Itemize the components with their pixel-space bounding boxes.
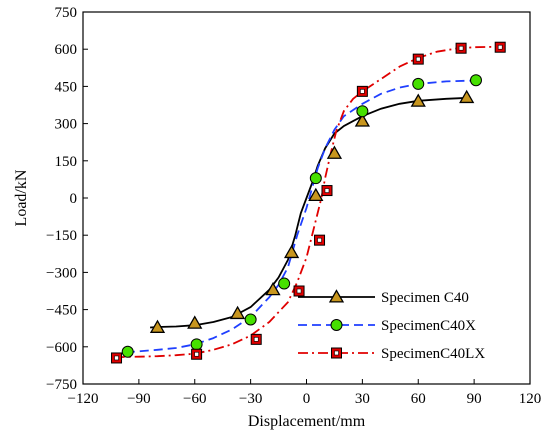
x-tick-label-8: 120 bbox=[519, 391, 542, 407]
data-point-s2-2-inner bbox=[253, 337, 259, 342]
plot-area bbox=[111, 41, 506, 364]
data-point-s0-1 bbox=[187, 315, 203, 329]
y-tick-label-0: −750 bbox=[46, 377, 77, 393]
data-point-s1-2 bbox=[244, 313, 257, 326]
legend-marker-1 bbox=[330, 319, 343, 331]
data-point-s2-8 bbox=[455, 42, 467, 54]
data-point-s2-3-inner bbox=[296, 288, 302, 294]
data-point-s2-7 bbox=[412, 53, 424, 65]
y-tick-label-1: −600 bbox=[46, 340, 77, 356]
y-tick-label-8: 450 bbox=[55, 79, 78, 95]
legend-label-1: SpecimenC40X bbox=[381, 318, 476, 334]
legend: Specimen C40 SpecimenC40X SpecimenC40LX bbox=[298, 289, 485, 362]
y-tick-label-9: 600 bbox=[55, 42, 78, 58]
x-tick-label-3: −30 bbox=[239, 391, 262, 407]
y-tick-label-2: −450 bbox=[46, 303, 77, 319]
y-tick-label-10: 750 bbox=[55, 5, 78, 21]
series-line-0 bbox=[150, 96, 469, 329]
y-tick-label-6: 150 bbox=[55, 154, 78, 170]
legend-marker-2-inner bbox=[334, 350, 339, 356]
data-point-s1-5 bbox=[356, 105, 369, 118]
data-point-s2-4-inner bbox=[317, 237, 322, 243]
axes: −120 −90 −60 −30 0 30 60 90 120−750−600−450−300−… bbox=[13, 5, 541, 430]
data-point-s1-0 bbox=[121, 345, 134, 358]
data-point-s2-6-inner bbox=[360, 89, 365, 94]
data-point-s0-3 bbox=[265, 281, 281, 296]
data-point-s2-0 bbox=[111, 352, 123, 364]
series-line-2 bbox=[114, 45, 503, 359]
series-line-1 bbox=[125, 79, 478, 354]
data-point-s2-5-inner bbox=[324, 188, 330, 193]
data-point-s2-1 bbox=[191, 348, 203, 360]
data-point-s0-0 bbox=[149, 319, 166, 333]
data-point-s0-6 bbox=[326, 145, 343, 159]
data-point-s0-9 bbox=[459, 89, 475, 104]
x-tick-label-7: 90 bbox=[467, 391, 482, 407]
data-point-s2-3 bbox=[293, 285, 305, 297]
data-point-s2-1-inner bbox=[194, 351, 199, 357]
y-tick-label-7: 300 bbox=[55, 117, 78, 133]
data-point-s0-4 bbox=[283, 244, 300, 259]
data-point-s0-5 bbox=[308, 187, 324, 202]
x-tick-label-5: 30 bbox=[355, 391, 370, 407]
data-point-s1-1 bbox=[190, 338, 203, 351]
data-point-s2-0-inner bbox=[114, 355, 119, 361]
data-point-s2-9-inner bbox=[497, 44, 503, 50]
x-tick-label-4: 0 bbox=[303, 391, 311, 407]
data-point-s2-7-inner bbox=[415, 56, 421, 62]
data-point-s0-7 bbox=[354, 113, 370, 127]
data-point-s1-7 bbox=[469, 74, 482, 87]
x-tick-label-2: −60 bbox=[183, 391, 206, 407]
data-point-s2-4 bbox=[314, 234, 326, 246]
y-tick-label-5: 0 bbox=[70, 191, 78, 207]
y-axis-label: Load/kN bbox=[13, 169, 30, 226]
legend-label-2: SpecimenC40LX bbox=[381, 346, 485, 362]
y-tick-label-4: −150 bbox=[46, 228, 77, 244]
data-point-s1-4 bbox=[309, 172, 322, 185]
x-tick-label-6: 60 bbox=[411, 391, 426, 407]
x-tick-label-1: −90 bbox=[127, 391, 150, 407]
y-tick-label-3: −300 bbox=[46, 265, 77, 281]
data-point-s0-8 bbox=[410, 93, 426, 107]
data-point-s1-3 bbox=[278, 277, 291, 290]
legend-marker-2 bbox=[331, 347, 342, 359]
data-point-s0-2 bbox=[229, 305, 246, 320]
data-point-s2-9 bbox=[494, 41, 506, 53]
data-point-s2-6 bbox=[356, 85, 368, 97]
x-tick-label-0: −120 bbox=[68, 391, 99, 407]
data-point-s2-2 bbox=[250, 333, 262, 345]
legend-marker-0 bbox=[328, 289, 345, 303]
data-point-s2-5 bbox=[321, 185, 333, 197]
data-point-s1-6 bbox=[412, 77, 425, 90]
legend-label-0: Specimen C40 bbox=[381, 290, 469, 306]
x-axis-label: Displacement/mm bbox=[248, 413, 366, 430]
data-point-s2-8-inner bbox=[458, 45, 464, 51]
